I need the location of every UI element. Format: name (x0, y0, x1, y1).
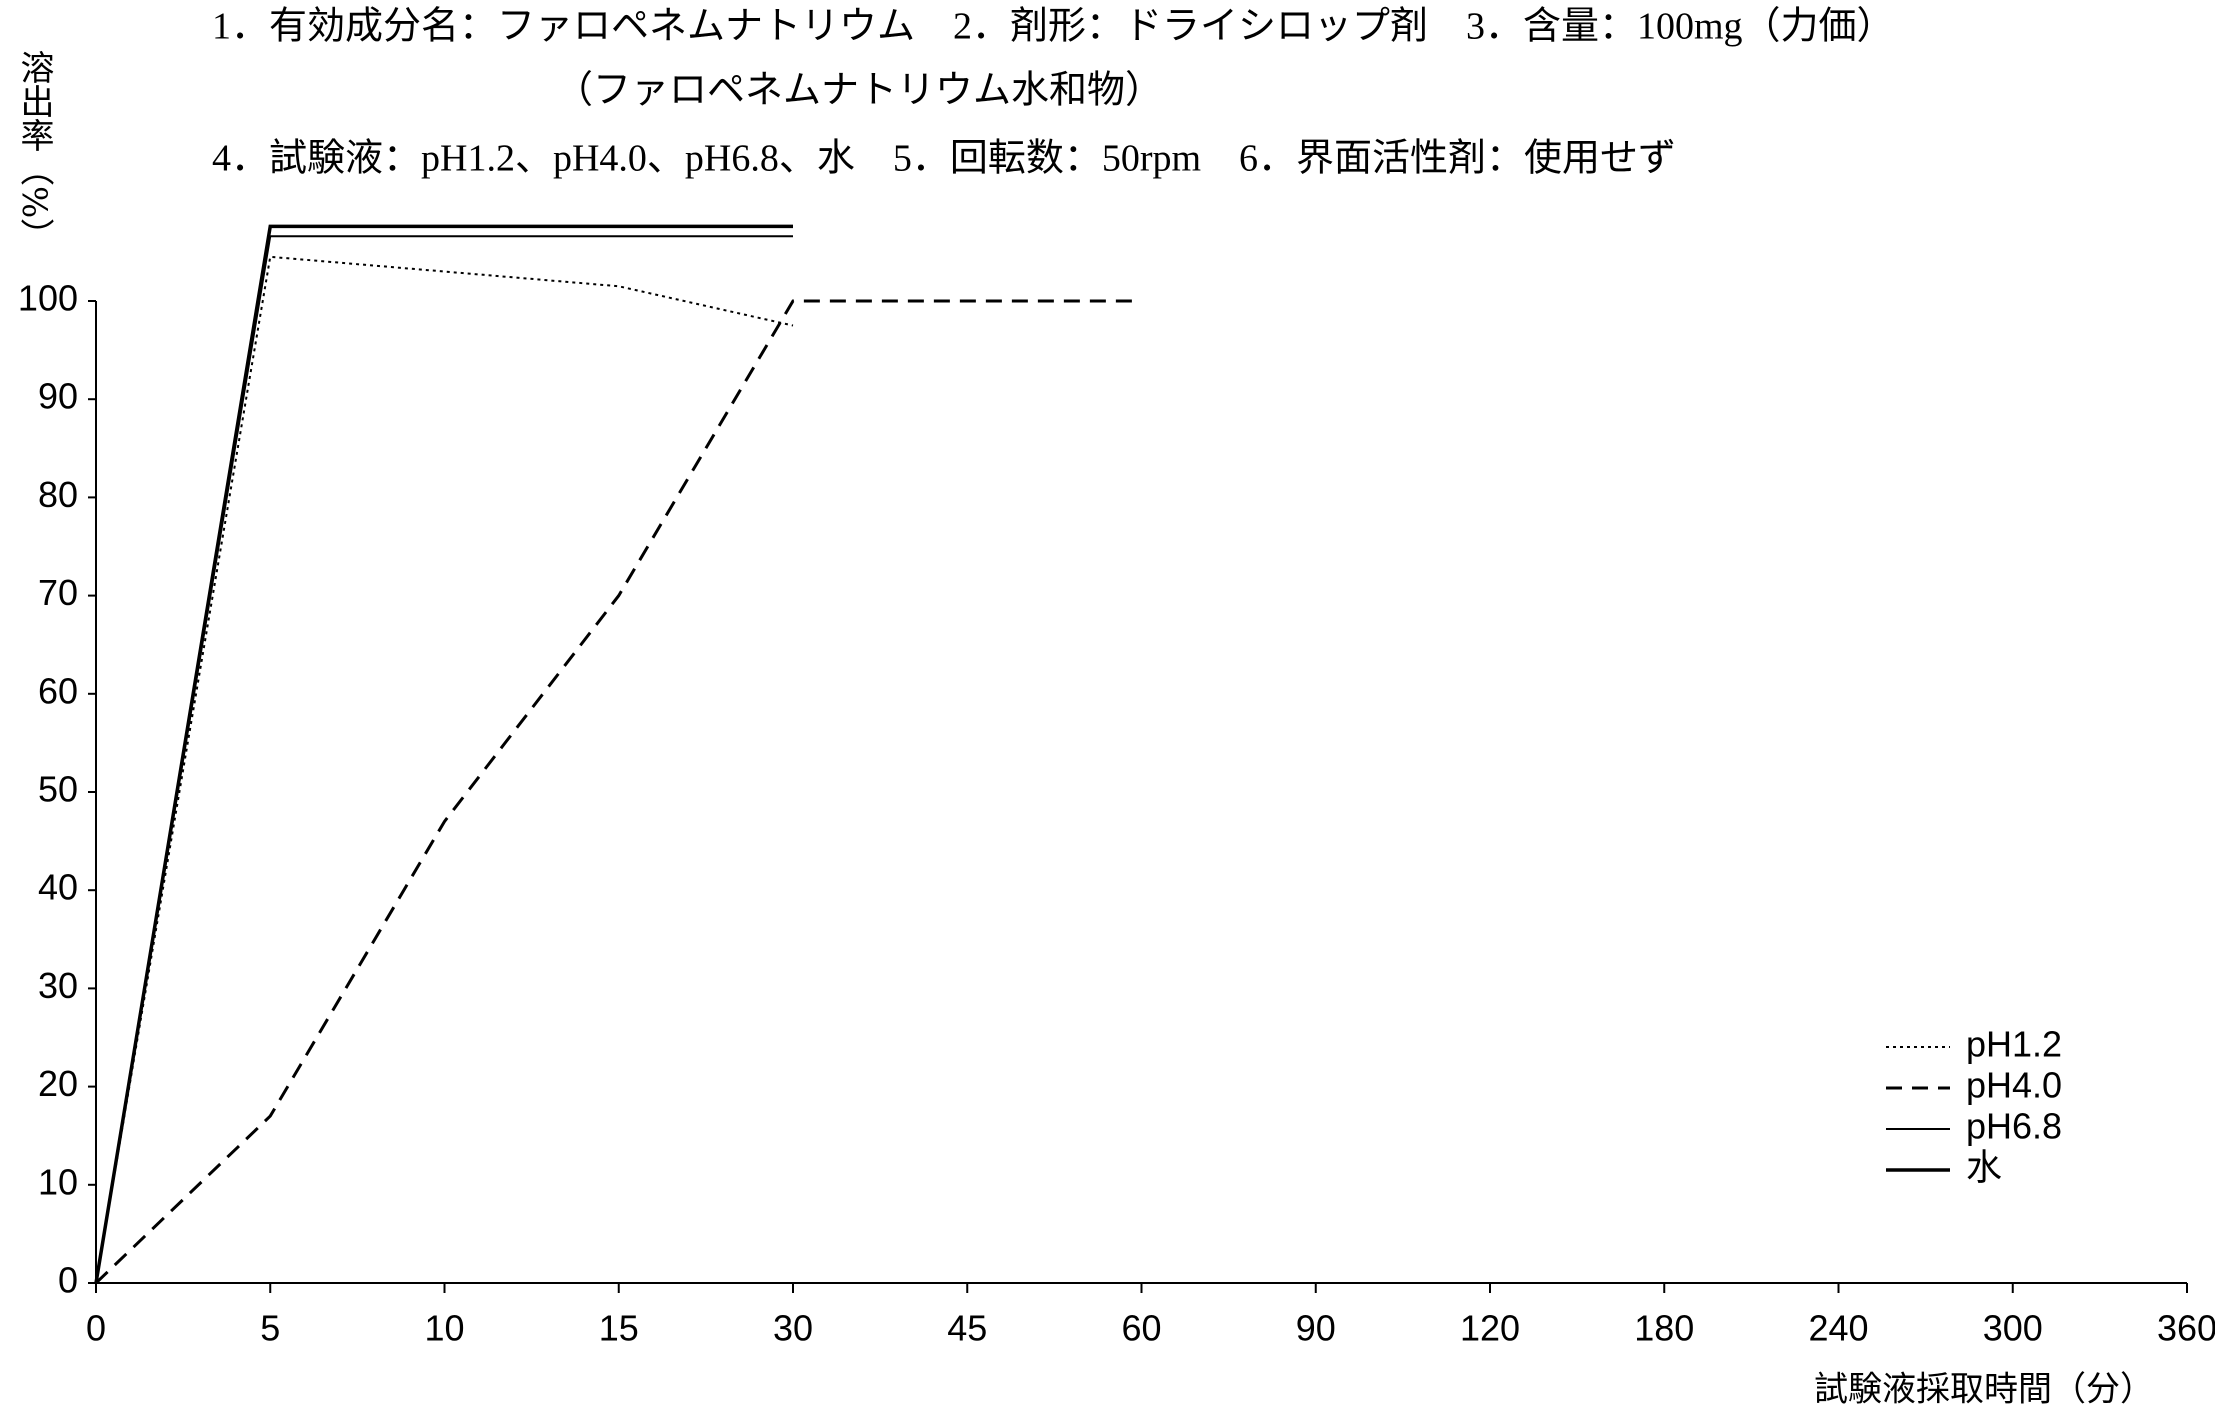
y-tick-label: 50 (38, 769, 78, 810)
y-tick-label: 60 (38, 670, 78, 711)
series-line (95, 255, 794, 1284)
y-axis-label: 溶出率（%） (14, 50, 54, 253)
y-tick-label: 90 (38, 376, 78, 417)
y-tick-label: 40 (38, 867, 78, 908)
y-tick-label: 100 (18, 278, 78, 319)
y-tick-label: 20 (38, 1063, 78, 1104)
x-tick-label: 300 (1983, 1308, 2043, 1349)
legend-label: 水 (1966, 1147, 2002, 1188)
y-tick-label: 80 (38, 474, 78, 515)
x-tick-label: 120 (1460, 1308, 1520, 1349)
x-tick-label: 45 (947, 1308, 987, 1349)
x-axis-label: 試験液採取時間（分） (1814, 1370, 2154, 1410)
title-line: （ファロペネムナトリウム水和物） (555, 70, 1163, 112)
title-line: 1．有効成分名：ファロペネムナトリウム 2．剤形：ドライシロップ剤 3．含量：1… (212, 6, 1895, 48)
x-tick-label: 5 (260, 1308, 280, 1349)
x-tick-label: 180 (1634, 1308, 1694, 1349)
series-line (94, 299, 1142, 1285)
x-tick-label: 15 (599, 1308, 639, 1349)
series-line (95, 235, 793, 1284)
x-tick-label: 10 (424, 1308, 464, 1349)
x-tick-label: 60 (1121, 1308, 1161, 1349)
x-tick-label: 360 (2157, 1308, 2215, 1349)
x-tick-label: 90 (1296, 1308, 1336, 1349)
legend-label: pH4.0 (1966, 1065, 2062, 1106)
series-line (94, 224, 793, 1284)
x-tick-label: 30 (773, 1308, 813, 1349)
legend-label: pH6.8 (1966, 1106, 2062, 1147)
x-tick-label: 240 (1808, 1308, 1868, 1349)
y-tick-label: 30 (38, 965, 78, 1006)
title-line: 4．試験液：pH1.2、pH4.0、pH6.8、水 5．回転数：50rpm 6．… (212, 138, 1676, 180)
y-tick-label: 10 (38, 1161, 78, 1202)
legend-label: pH1.2 (1966, 1024, 2062, 1065)
x-tick-label: 0 (86, 1308, 106, 1349)
y-tick-label: 0 (58, 1260, 78, 1301)
y-tick-label: 70 (38, 572, 78, 613)
